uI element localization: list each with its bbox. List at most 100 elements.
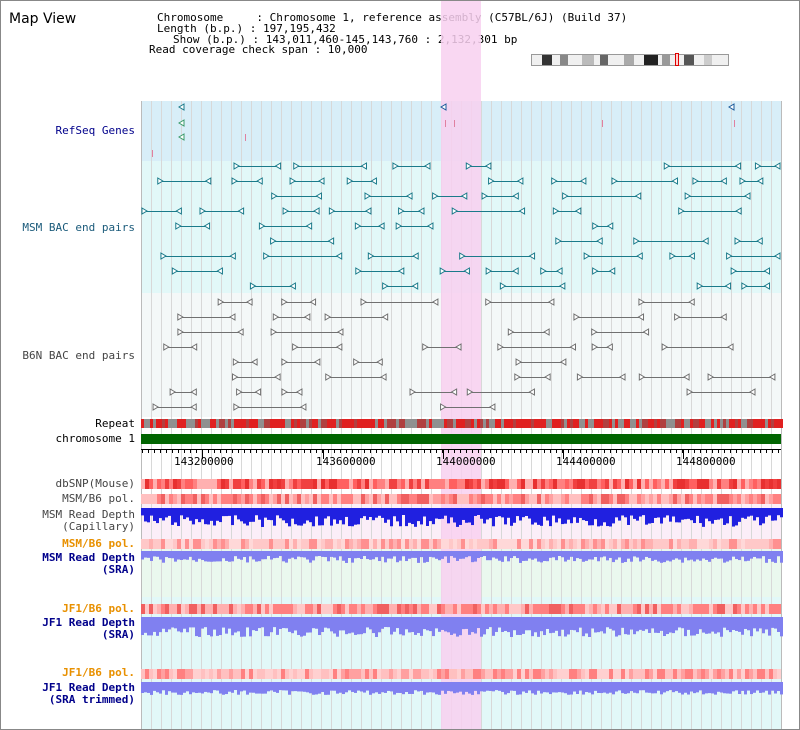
heat-cell xyxy=(485,494,489,504)
depth-bar xyxy=(321,551,324,557)
repeat-mark xyxy=(564,419,567,428)
msm-bac-label[interactable]: MSM BAC end pairs xyxy=(22,221,135,234)
heat-cell xyxy=(273,479,277,489)
heat-cell xyxy=(665,669,669,679)
heat-cell xyxy=(389,604,393,614)
repeat-mark xyxy=(699,419,702,428)
heat-cell xyxy=(541,479,545,489)
chromosome-label[interactable]: chromosome 1 xyxy=(55,432,135,445)
heat-cell xyxy=(501,604,505,614)
heat-cell xyxy=(601,494,605,504)
depth-bar xyxy=(321,682,324,693)
jf1-depth-sra-label[interactable]: JF1 Read Depth (SRA) xyxy=(42,616,135,641)
heat-cell xyxy=(349,494,353,504)
repeat-mark xyxy=(228,419,231,428)
depth-bar xyxy=(681,551,684,563)
repeat-mark xyxy=(570,419,573,428)
end-arrow xyxy=(246,298,253,306)
heat-cell xyxy=(777,494,781,504)
heat-cell xyxy=(669,669,673,679)
heat-cell xyxy=(549,494,553,504)
depth-bar xyxy=(384,617,387,628)
repeat-label[interactable]: Repeat xyxy=(95,417,135,430)
depth-bar xyxy=(642,551,645,560)
jf1-b6-pol-label[interactable]: JF1/B6 pol. xyxy=(62,602,135,615)
repeat-mark xyxy=(624,419,627,428)
depth-bar xyxy=(309,617,312,633)
heat-cell xyxy=(537,479,541,489)
msm-b6-pol2-label[interactable]: MSM/B6 pol. xyxy=(62,537,135,550)
depth-bar xyxy=(198,682,201,693)
depth-bar xyxy=(204,508,207,525)
heat-cell xyxy=(333,539,337,549)
heat-cell xyxy=(641,479,645,489)
depth-bar xyxy=(243,508,246,524)
heat-cell xyxy=(213,539,217,549)
heat-cell xyxy=(625,494,629,504)
depth-bar xyxy=(639,617,642,630)
heat-cell xyxy=(713,604,717,614)
heat-cell xyxy=(157,479,161,489)
heat-cell xyxy=(477,669,481,679)
b6n-bac-label[interactable]: B6N BAC end pairs xyxy=(22,349,135,362)
end-arrow xyxy=(178,133,185,141)
heat-cell xyxy=(417,539,421,549)
heat-cell xyxy=(737,539,741,549)
dbsnp-label[interactable]: dbSNP(Mouse) xyxy=(55,477,135,490)
depth-bar xyxy=(168,617,171,630)
depth-bar xyxy=(453,617,456,634)
depth-bar xyxy=(627,508,630,525)
depth-bar xyxy=(474,551,477,562)
heat-cell xyxy=(209,539,213,549)
depth-bar xyxy=(678,508,681,523)
heat-cell xyxy=(457,479,461,489)
heat-cell xyxy=(633,539,637,549)
depth-bar xyxy=(582,617,585,637)
depth-bar xyxy=(651,551,654,561)
heat-cell xyxy=(181,479,185,489)
heat-cell xyxy=(473,479,477,489)
end-arrow xyxy=(228,313,236,321)
heat-cell xyxy=(705,479,709,489)
heat-cell xyxy=(717,669,721,679)
heat-cell xyxy=(313,494,317,504)
repeat-mark xyxy=(663,419,666,428)
msm-depth-cap-label[interactable]: MSM Read Depth (Capillary) xyxy=(42,508,135,533)
end-arrow xyxy=(199,207,206,215)
heat-cell xyxy=(221,539,225,549)
end-arrow xyxy=(364,207,372,215)
depth-bar xyxy=(489,682,492,691)
depth-bar xyxy=(597,617,600,633)
heat-cell xyxy=(633,604,637,614)
depth-bar xyxy=(450,682,453,692)
msm-depth-sra-label[interactable]: MSM Read Depth (SRA) xyxy=(42,551,135,576)
heat-cell xyxy=(649,539,653,549)
end-arrow xyxy=(756,177,764,185)
msm-b6-pol-label[interactable]: MSM/B6 pol. xyxy=(62,492,135,505)
depth-bar xyxy=(765,508,768,517)
heat-cell xyxy=(381,494,385,504)
chromosome-ideogram[interactable] xyxy=(531,53,729,66)
heat-cell xyxy=(601,604,605,614)
heat-cell xyxy=(449,494,453,504)
jf1-b6-pol2-label[interactable]: JF1/B6 pol. xyxy=(62,666,135,679)
heat-cell xyxy=(553,479,557,489)
ruler-tick-label: 144400000 xyxy=(556,455,616,468)
depth-bar xyxy=(351,551,354,563)
heat-cell xyxy=(661,494,665,504)
refseq-label[interactable]: RefSeq Genes xyxy=(55,124,135,137)
depth-bar xyxy=(756,617,759,632)
heat-cell xyxy=(577,494,581,504)
heat-cell xyxy=(401,539,405,549)
depth-bar xyxy=(534,508,537,523)
heat-cell xyxy=(657,539,661,549)
jf1-depth-trim-label[interactable]: JF1 Read Depth (SRA trimmed) xyxy=(42,681,135,706)
depth-bar xyxy=(363,551,366,557)
depth-bar xyxy=(705,617,708,634)
end-arrow xyxy=(152,403,160,411)
depth-bar xyxy=(558,617,561,637)
heat-cell xyxy=(285,479,289,489)
repeat-mark xyxy=(645,419,648,428)
repeat-mark xyxy=(402,419,405,428)
depth-bar xyxy=(159,508,162,519)
